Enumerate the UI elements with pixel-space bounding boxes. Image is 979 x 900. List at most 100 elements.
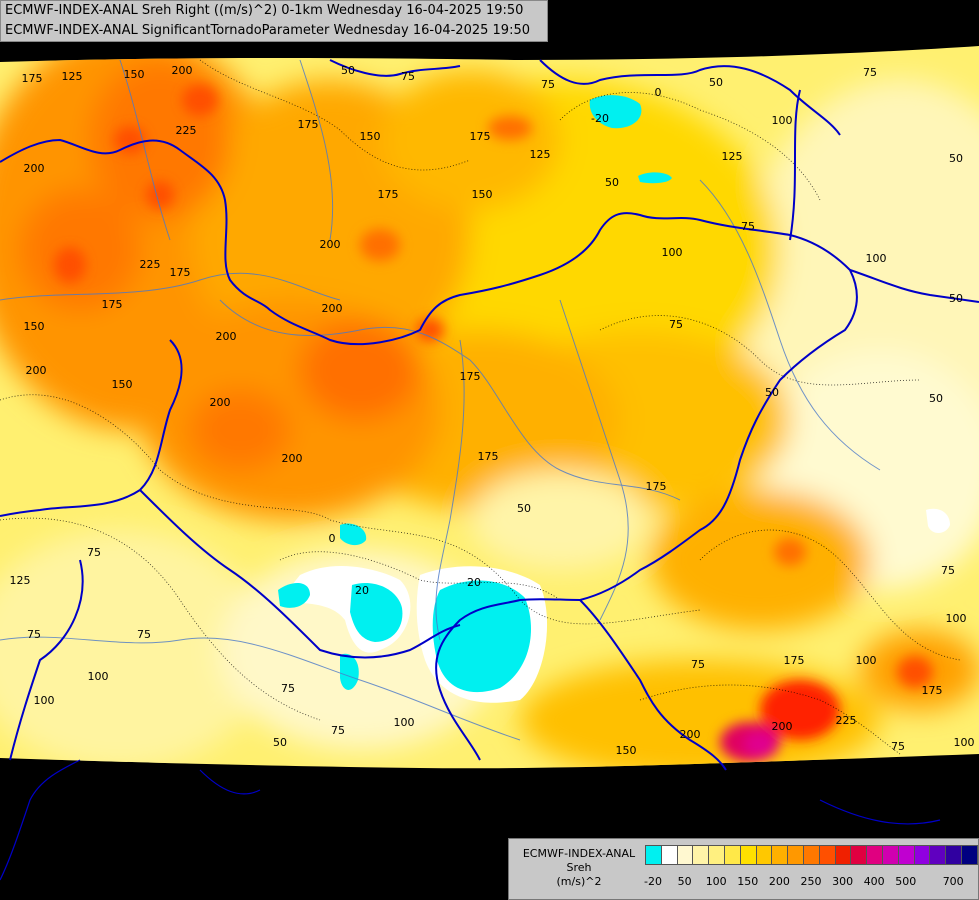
country-borders [0, 59, 979, 771]
contour-label: 100 [946, 612, 967, 625]
contour-label: 150 [124, 68, 145, 81]
contour-label: 75 [891, 740, 905, 753]
contour-label: 75 [137, 628, 151, 641]
contour-label: 175 [784, 654, 805, 667]
legend-tick-label: 500 [895, 875, 917, 888]
legend-tick-label: 400 [863, 875, 885, 888]
contour-label: 225 [140, 258, 161, 271]
contour-label: 75 [691, 658, 705, 671]
map-header: ECMWF-INDEX-ANAL Sreh Right ((m/s)^2) 0-… [0, 0, 548, 42]
contour-label: 20 [355, 584, 369, 597]
contour-label: 100 [866, 252, 887, 265]
contour-label: 100 [662, 246, 683, 259]
contour-label: 200 [282, 452, 303, 465]
header-line-2: ECMWF-INDEX-ANAL SignificantTornadoParam… [5, 23, 530, 38]
rivers [0, 59, 881, 741]
legend-tick-label: 700 [942, 875, 964, 888]
legend-swatch [961, 845, 978, 865]
contour-label: 50 [929, 392, 943, 405]
contour-label: 200 [772, 720, 793, 733]
contour-label: 75 [331, 724, 345, 737]
legend-tick-label: 50 [677, 875, 692, 888]
legend-units: (m/s)^2 [556, 875, 602, 888]
contour-label-group: 175 125 150 2002252002251751751502002001502… [10, 64, 975, 757]
contour-label: 50 [949, 152, 963, 165]
contour-label: 75 [87, 546, 101, 559]
contour-label: 100 [34, 694, 55, 707]
legend-swatch [645, 845, 662, 865]
legend-swatch [913, 845, 931, 865]
contour-label: 175 [378, 188, 399, 201]
legend-swatch [834, 845, 852, 865]
legend-swatch [692, 845, 710, 865]
legend-title: ECMWF-INDEX-ANAL Sreh (m/s)^2 [513, 847, 645, 889]
contour-label: 50 [273, 736, 287, 749]
legend-model: ECMWF-INDEX-ANAL [522, 847, 636, 860]
contour-label: 50 [709, 76, 723, 89]
legend-swatch [755, 845, 773, 865]
contour-label: 150 [112, 378, 133, 391]
contour-label: 75 [941, 564, 955, 577]
contour-label: 200 [216, 330, 237, 343]
contour-label: 125 [722, 150, 743, 163]
contour-label: 200 [172, 64, 193, 77]
contour-label: 75 [401, 70, 415, 83]
legend-swatch [866, 845, 884, 865]
contour-label: 75 [281, 682, 295, 695]
contour-label: 175 [478, 450, 499, 463]
legend-tick-label: 100 [705, 875, 727, 888]
contour-label: 125 [10, 574, 31, 587]
legend-swatch [818, 845, 836, 865]
contour-label: 175 [646, 480, 667, 493]
legend-swatch [882, 845, 899, 865]
legend-swatch [803, 845, 820, 865]
contour-label: 150 [360, 130, 381, 143]
contour-label: 75 [541, 78, 555, 91]
legend-variable: Sreh [566, 861, 592, 874]
contour-label: 50 [341, 64, 355, 77]
legend-swatch [897, 845, 915, 865]
legend-swatch [850, 845, 868, 865]
contour-label: 200 [322, 302, 343, 315]
color-legend: ECMWF-INDEX-ANAL Sreh (m/s)^2 -20 50 100 15… [508, 838, 979, 900]
contour-label: 225 [836, 714, 857, 727]
contour-label: 200 [680, 728, 701, 741]
contour-label: -20 [591, 112, 609, 125]
legend-tick-label: 200 [768, 875, 790, 888]
contour-label: 75 [27, 628, 41, 641]
contour-label: 100 [394, 716, 415, 729]
contour-label: 100 [856, 654, 877, 667]
coastline-south [0, 759, 941, 881]
legend-tick-label: 300 [832, 875, 854, 888]
legend-swatch [660, 845, 678, 865]
contour-label: 200 [320, 238, 341, 251]
contour-label: 175 [460, 370, 481, 383]
legend-swatch [708, 845, 726, 865]
legend-swatch [929, 845, 947, 865]
legend-tick-label: 150 [737, 875, 759, 888]
contour-label: 200 [210, 396, 231, 409]
legend-swatch [724, 845, 741, 865]
contour-label: 225 [176, 124, 197, 137]
contour-label: 175 [922, 684, 943, 697]
contour-label: 0 [329, 532, 336, 545]
contour-label: 100 [772, 114, 793, 127]
contour-label: 200 [26, 364, 47, 377]
contour-label: 150 [472, 188, 493, 201]
contour-label: 20 [467, 576, 481, 589]
contour-label: 175 [22, 72, 43, 85]
contour-label: 100 [88, 670, 109, 683]
contour-label: 150 [616, 744, 637, 757]
legend-swatch [945, 845, 963, 865]
contour-label: 175 [470, 130, 491, 143]
legend-swatch [787, 845, 805, 865]
legend-swatch [676, 845, 694, 865]
contour-label: 175 [298, 118, 319, 131]
contour-label: 100 [954, 736, 975, 749]
contour-label: 0 [655, 86, 662, 99]
contour-label: 50 [949, 292, 963, 305]
contour-label: 175 [102, 298, 123, 311]
contour-label: 125 [62, 70, 83, 83]
